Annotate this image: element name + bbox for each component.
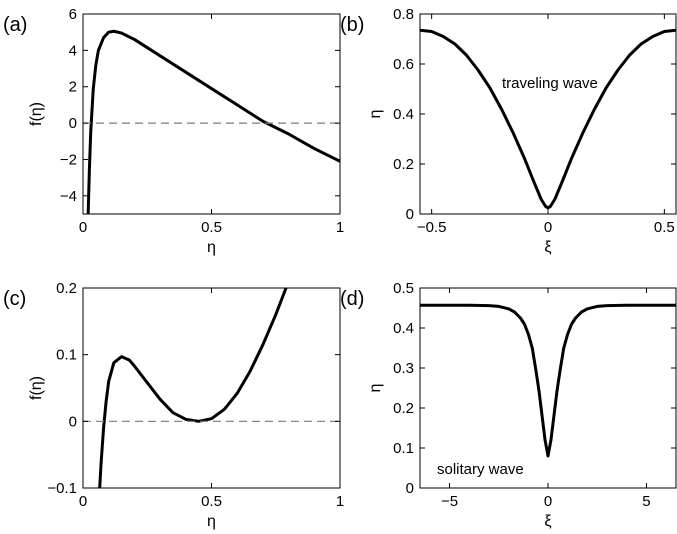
y-axis-label: η <box>367 110 384 119</box>
panel-label: (b) <box>340 14 364 36</box>
y-tick-label: 0.4 <box>393 320 414 337</box>
x-tick-label: 0 <box>544 493 552 510</box>
x-tick-label: −5 <box>441 493 458 510</box>
y-tick-label: 0 <box>406 206 414 223</box>
panel-label: (a) <box>3 14 27 36</box>
y-tick-label: 0.1 <box>393 440 414 457</box>
x-axis-label: ξ <box>544 239 551 256</box>
chart-panel-2: −0.5 0 0.500.20.40.60.8ξη(b)traveling wave <box>340 6 677 256</box>
x-axis-label: η <box>207 513 216 530</box>
plot-frame <box>419 287 677 489</box>
y-tick-label: 0.6 <box>393 56 414 73</box>
plot-frame <box>419 13 677 215</box>
data-curve <box>86 29 340 214</box>
y-tick-label: 0 <box>69 115 77 132</box>
y-axis-label: f(η) <box>28 102 45 126</box>
x-tick-label: 5 <box>642 493 650 510</box>
chart-panel-4: −5 0 5 0 0.1 0.2 0.3 0.4 0.5 ξ η (d) solitary wave <box>340 280 677 530</box>
data-curve <box>420 303 676 458</box>
y-tick-label: 0 <box>406 480 414 497</box>
y-tick-label: −4 <box>60 188 77 205</box>
y-tick-label: 6 <box>69 6 77 23</box>
y-tick-label: −2 <box>60 151 77 168</box>
x-tick-label: 0 <box>79 493 87 510</box>
y-tick-label: 4 <box>69 42 77 59</box>
x-axis-label: ξ <box>544 513 551 530</box>
plot-frame <box>82 13 341 215</box>
panel-label: (d) <box>340 288 364 310</box>
y-tick-label: 0.5 <box>393 280 414 297</box>
x-tick-label: 1 <box>336 219 344 236</box>
curve-annotation: solitary wave <box>437 461 524 478</box>
x-tick-label: 0.5 <box>654 219 675 236</box>
chart-panel-3: 0 0.5 1−0.100.10.2ηf(η)(c) <box>3 280 344 530</box>
x-tick-label: 0.5 <box>201 219 222 236</box>
curve-annotation: traveling wave <box>502 75 598 92</box>
y-tick-label: 0.1 <box>56 347 77 364</box>
y-axis-label: η <box>367 384 384 393</box>
y-axis-label: f(η) <box>28 376 45 400</box>
y-tick-label: 0.2 <box>56 280 77 297</box>
y-tick-label: 0.8 <box>393 6 414 23</box>
y-tick-label: 0.4 <box>393 106 414 123</box>
y-tick-label: 0.2 <box>393 156 414 173</box>
y-tick-label: 0 <box>69 413 77 430</box>
x-tick-label: 0.5 <box>201 493 222 510</box>
x-axis-label: η <box>207 239 216 256</box>
y-tick-label: 2 <box>69 79 77 96</box>
plot-frame <box>82 287 341 489</box>
data-curve <box>98 288 288 488</box>
x-tick-label: 0 <box>544 219 552 236</box>
y-tick-label: 0.2 <box>393 400 414 417</box>
y-tick-label: −0.1 <box>47 480 77 497</box>
chart-panel-1: 0 0.5 1 −4 −2 0 2 4 6 η f(η) (a) <box>3 6 344 256</box>
x-tick-label: −0.5 <box>417 219 447 236</box>
y-tick-label: 0.3 <box>393 360 414 377</box>
x-tick-label: 0 <box>79 219 87 236</box>
x-tick-label: 1 <box>336 493 344 510</box>
data-curve <box>420 28 676 210</box>
panel-label: (c) <box>3 288 26 310</box>
